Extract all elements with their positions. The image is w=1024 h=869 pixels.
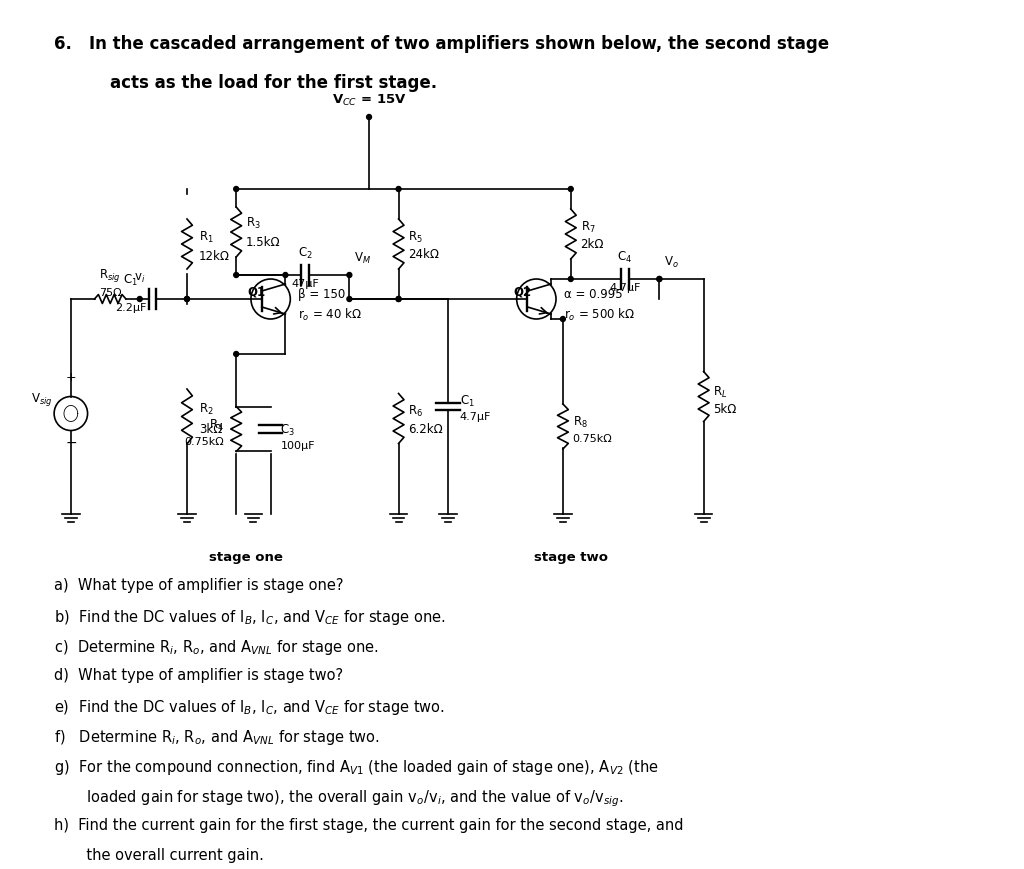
Text: r$_o$ = 40 kΩ: r$_o$ = 40 kΩ — [298, 307, 361, 322]
Text: β = 150: β = 150 — [298, 289, 345, 302]
Text: 100μF: 100μF — [281, 441, 315, 450]
Circle shape — [656, 277, 662, 282]
Text: d)  What type of amplifier is stage two?: d) What type of amplifier is stage two? — [54, 667, 343, 682]
Text: 5kΩ: 5kΩ — [714, 402, 737, 415]
Circle shape — [568, 188, 573, 192]
Text: the overall current gain.: the overall current gain. — [54, 847, 264, 862]
Text: b)  Find the DC values of I$_B$, I$_C$, and V$_{CE}$ for stage one.: b) Find the DC values of I$_B$, I$_C$, a… — [54, 607, 445, 627]
Text: 4.7μF: 4.7μF — [609, 282, 641, 293]
Circle shape — [184, 297, 189, 302]
Text: 6.2kΩ: 6.2kΩ — [409, 422, 443, 435]
Text: 0.75kΩ: 0.75kΩ — [184, 436, 224, 447]
Circle shape — [283, 273, 288, 278]
Text: +: + — [66, 370, 76, 383]
Circle shape — [396, 297, 401, 302]
Text: 3kΩ: 3kΩ — [199, 422, 222, 435]
Text: stage two: stage two — [534, 551, 608, 564]
Text: V$_{CC}$ = 15V: V$_{CC}$ = 15V — [332, 93, 407, 108]
Circle shape — [184, 297, 189, 302]
Text: 1.5kΩ: 1.5kΩ — [246, 236, 281, 249]
Text: h)  Find the current gain for the first stage, the current gain for the second s: h) Find the current gain for the first s… — [54, 817, 684, 832]
Text: R$_5$: R$_5$ — [409, 229, 423, 244]
Circle shape — [396, 188, 401, 192]
Text: R$_2$: R$_2$ — [199, 401, 214, 416]
Text: 2kΩ: 2kΩ — [581, 238, 604, 251]
Circle shape — [568, 277, 573, 282]
Text: C$_1$: C$_1$ — [124, 273, 138, 288]
Circle shape — [347, 273, 352, 278]
Text: c)  Determine R$_i$, R$_o$, and A$_{VNL}$ for stage one.: c) Determine R$_i$, R$_o$, and A$_{VNL}$… — [54, 637, 379, 656]
Text: R$_3$: R$_3$ — [246, 216, 261, 230]
Circle shape — [233, 273, 239, 278]
Text: stage one: stage one — [209, 551, 283, 564]
Text: V$_{sig}$: V$_{sig}$ — [31, 390, 52, 408]
Text: R$_8$: R$_8$ — [572, 415, 588, 429]
Text: v$_i$: v$_i$ — [134, 272, 145, 285]
Text: R$_L$: R$_L$ — [714, 384, 728, 400]
Text: 12kΩ: 12kΩ — [199, 250, 229, 263]
Text: V$_M$: V$_M$ — [354, 250, 372, 266]
Text: a)  What type of amplifier is stage one?: a) What type of amplifier is stage one? — [54, 577, 344, 593]
Text: 24kΩ: 24kΩ — [409, 249, 439, 262]
Text: r$_o$ = 500 kΩ: r$_o$ = 500 kΩ — [564, 307, 635, 322]
Circle shape — [233, 352, 239, 357]
Text: e)  Find the DC values of I$_B$, I$_C$, and V$_{CE}$ for stage two.: e) Find the DC values of I$_B$, I$_C$, a… — [54, 697, 445, 716]
Text: α = 0.995: α = 0.995 — [564, 289, 623, 302]
Circle shape — [137, 297, 142, 302]
Text: acts as the load for the first stage.: acts as the load for the first stage. — [111, 74, 437, 92]
Circle shape — [560, 317, 565, 322]
Text: f)   Determine R$_i$, R$_o$, and A$_{VNL}$ for stage two.: f) Determine R$_i$, R$_o$, and A$_{VNL}$… — [54, 727, 380, 746]
Circle shape — [656, 277, 662, 282]
Circle shape — [396, 297, 401, 302]
Text: R$_{sig}$: R$_{sig}$ — [99, 267, 121, 283]
Text: V$_o$: V$_o$ — [665, 255, 679, 269]
Text: 47μF: 47μF — [291, 279, 318, 289]
Text: C$_3$: C$_3$ — [281, 422, 295, 437]
Text: R$_6$: R$_6$ — [409, 403, 424, 419]
Text: 0.75kΩ: 0.75kΩ — [572, 434, 612, 444]
Text: In the cascaded arrangement of two amplifiers shown below, the second stage: In the cascaded arrangement of two ampli… — [88, 35, 828, 53]
Text: Q1: Q1 — [248, 285, 265, 298]
Text: C$_2$: C$_2$ — [298, 246, 312, 261]
Text: 6.: 6. — [54, 35, 72, 53]
Circle shape — [347, 297, 352, 302]
Text: R$_7$: R$_7$ — [581, 219, 595, 235]
Text: 2.2μF: 2.2μF — [115, 302, 146, 313]
Text: 75Ω: 75Ω — [99, 288, 122, 298]
Text: R$_1$: R$_1$ — [199, 229, 214, 244]
Text: −: − — [66, 435, 77, 449]
Circle shape — [233, 188, 239, 192]
Text: 4.7μF: 4.7μF — [460, 412, 490, 422]
Text: g)  For the compound connection, find A$_{V1}$ (the loaded gain of stage one), A: g) For the compound connection, find A$_… — [54, 757, 658, 776]
Circle shape — [367, 116, 372, 121]
Text: C$_4$: C$_4$ — [617, 249, 633, 265]
Text: Q2: Q2 — [513, 285, 531, 298]
Text: C$_1$: C$_1$ — [460, 394, 474, 408]
Text: loaded gain for stage two), the overall gain v$_o$/v$_i$, and the value of v$_o$: loaded gain for stage two), the overall … — [54, 787, 624, 807]
Text: R$_4$: R$_4$ — [209, 417, 224, 432]
